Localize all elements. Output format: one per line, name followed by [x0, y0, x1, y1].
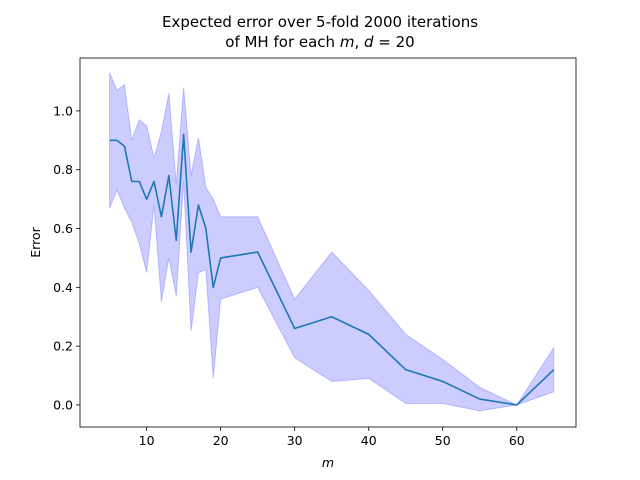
y-tick-label: 1.0	[53, 103, 73, 118]
x-tick-label: 50	[435, 433, 451, 448]
chart-title-line-2: of MH for each m, d = 20	[0, 33, 640, 51]
title-d-variable: d	[364, 33, 374, 51]
plot-area	[109, 72, 555, 412]
x-tick-label: 30	[287, 433, 303, 448]
axes-frame	[79, 57, 577, 428]
y-axis-label: Error	[28, 226, 43, 257]
x-axis-ticks: 10 20 30 40 50 60	[139, 427, 525, 448]
title-prefix: of MH for each	[225, 33, 340, 51]
confidence-band	[109, 72, 555, 412]
y-tick-label: 0.6	[53, 221, 73, 236]
y-axis-ticks: 0.0 0.2 0.4 0.6 0.8 1.0	[53, 103, 80, 412]
y-tick-label: 0.0	[53, 397, 73, 412]
y-tick-label: 0.4	[53, 280, 73, 295]
x-tick-label: 40	[361, 433, 377, 448]
y-tick-label: 0.2	[53, 339, 73, 354]
chart-title-line-1: Expected error over 5-fold 2000 iteratio…	[161, 13, 479, 31]
x-tick-label: 60	[509, 433, 525, 448]
x-tick-label: 20	[213, 433, 229, 448]
mean-error-line	[109, 133, 555, 406]
x-axis-label: m	[322, 455, 334, 470]
y-tick-label: 0.8	[53, 162, 73, 177]
title-m-variable: m	[339, 33, 355, 51]
title-separator: ,	[354, 33, 364, 51]
x-tick-label: 10	[139, 433, 155, 448]
title-suffix: = 20	[373, 33, 415, 51]
